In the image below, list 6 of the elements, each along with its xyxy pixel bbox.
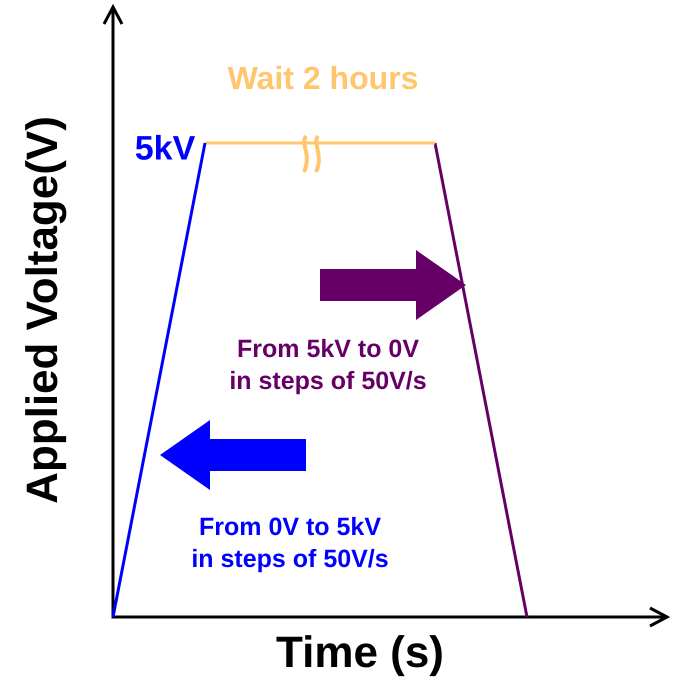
- x-axis-title: Time (s): [276, 628, 444, 678]
- annotation: From 5kV to 0V in steps of 50V/s: [229, 334, 427, 395]
- text: Wait 2 hours: [228, 60, 418, 96]
- y-axis-title: Applied Voltage(V): [18, 116, 68, 504]
- annotation: 5kV: [134, 129, 196, 168]
- annotation: From 0V to 5kV in steps of 50V/s: [191, 512, 389, 573]
